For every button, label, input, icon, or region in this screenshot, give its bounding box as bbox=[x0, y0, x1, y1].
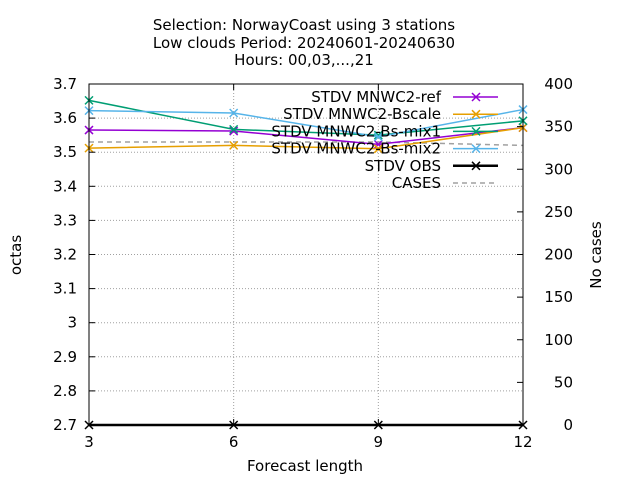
y2-tick-label: 250 bbox=[544, 203, 573, 221]
data-point bbox=[229, 108, 239, 118]
x-tick-label: 12 bbox=[513, 433, 532, 451]
y2-axis-label: No cases bbox=[587, 221, 605, 289]
y2-tick-label: 400 bbox=[544, 75, 573, 93]
y2-tick-label: 100 bbox=[544, 331, 573, 349]
x-tick-label: 9 bbox=[374, 433, 384, 451]
title-line-3: Hours: 00,03,...,21 bbox=[234, 51, 374, 69]
y-axis-ticks: 2.7 2.8 2.9 3 3.1 3.2 3.3 3.4 3.5 3.6 3.7 bbox=[53, 75, 95, 434]
series-line bbox=[88, 126, 524, 146]
legend-label: STDV MNWC2-Bs-mix1 bbox=[271, 122, 441, 140]
y-tick-label: 2.9 bbox=[53, 348, 77, 366]
legend-label: STDV MNWC2-Bscale bbox=[283, 105, 441, 123]
legend-marker bbox=[471, 126, 481, 136]
y2-tick-label: 200 bbox=[544, 246, 573, 264]
series-line bbox=[89, 141, 524, 147]
grid bbox=[89, 84, 523, 425]
y-tick-label: 3.7 bbox=[53, 75, 77, 93]
chart-title: Selection: NorwayCoast using 3 stations … bbox=[153, 16, 455, 69]
legend-label: STDV MNWC2-ref bbox=[311, 88, 441, 106]
data-point bbox=[373, 132, 383, 142]
title-line-2: Low clouds Period: 20240601-20240630 bbox=[153, 34, 455, 52]
y2-tick-label: 50 bbox=[554, 373, 573, 391]
legend-marker bbox=[471, 144, 481, 154]
legend-marker bbox=[471, 92, 481, 102]
data-point bbox=[229, 140, 239, 150]
y-tick-label: 3.1 bbox=[53, 280, 77, 298]
y-tick-label: 2.7 bbox=[53, 416, 77, 434]
legend-marker bbox=[471, 109, 481, 119]
x-axis-label: Forecast length bbox=[247, 457, 363, 475]
legend-marker bbox=[471, 161, 481, 171]
y-tick-label: 3 bbox=[67, 314, 77, 332]
y2-tick-label: 350 bbox=[544, 118, 573, 136]
y2-axis-ticks: 0 50 100 150 200 250 300 350 400 bbox=[517, 75, 573, 434]
y-tick-label: 3.2 bbox=[53, 246, 77, 264]
y2-tick-label: 150 bbox=[544, 288, 573, 306]
series-line bbox=[88, 99, 524, 136]
x-tick-label: 6 bbox=[229, 433, 239, 451]
y-tick-label: 3.4 bbox=[53, 177, 77, 195]
series-line bbox=[88, 108, 524, 138]
y-tick-label: 2.8 bbox=[53, 382, 77, 400]
y-tick-label: 3.6 bbox=[53, 109, 77, 127]
title-line-1: Selection: NorwayCoast using 3 stations bbox=[153, 16, 455, 34]
legend-label: STDV MNWC2-Bs-mix2 bbox=[271, 140, 441, 158]
x-axis-ticks: 3 6 9 12 bbox=[84, 84, 533, 451]
series-line bbox=[88, 126, 524, 150]
y2-tick-label: 300 bbox=[544, 160, 573, 178]
data-point bbox=[373, 130, 383, 140]
y-axis-label: octas bbox=[7, 235, 25, 275]
y2-tick-label: 0 bbox=[563, 416, 573, 434]
x-tick-label: 3 bbox=[84, 433, 94, 451]
legend-label: STDV OBS bbox=[365, 157, 441, 175]
data-point bbox=[229, 124, 239, 134]
data-point bbox=[373, 144, 383, 154]
y-tick-label: 3.3 bbox=[53, 211, 77, 229]
cases-series bbox=[89, 141, 524, 147]
y-tick-label: 3.5 bbox=[53, 143, 77, 161]
legend-label: CASES bbox=[392, 174, 441, 192]
